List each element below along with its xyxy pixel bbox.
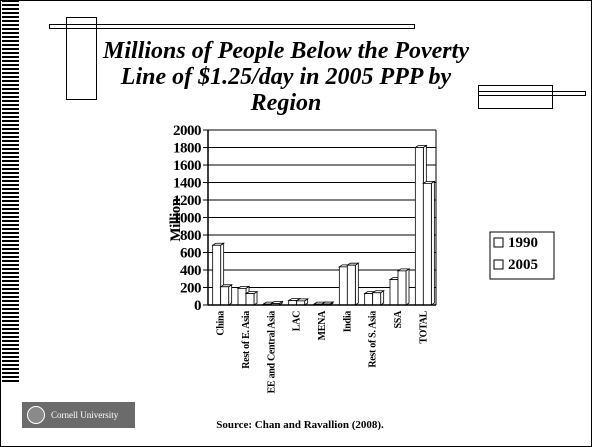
- bar-2005-total: [422, 182, 432, 306]
- bar-1990-rest-of-s-asia: [364, 293, 374, 306]
- logo-label: Cornell University: [51, 410, 119, 420]
- y-tick-label: 800: [180, 228, 201, 244]
- y-tick-label: 1600: [173, 158, 201, 174]
- x-category-label: Rest of E. Asia: [241, 311, 252, 369]
- bar-1990-rest-of-e-asia: [237, 287, 247, 306]
- university-seal-icon: [27, 406, 45, 424]
- bar-1990-total: [414, 147, 424, 306]
- legend-swatch-1990: [493, 237, 504, 248]
- chart-legend: 1990 2005: [489, 231, 555, 280]
- x-category-labels: China Rest of E. Asia EE and Central Asia L…: [216, 310, 430, 393]
- chart-bars: [211, 144, 436, 306]
- bar-2005-india: [346, 264, 356, 306]
- legend-label-1990: 1990: [508, 235, 538, 251]
- x-category-label: LAC: [292, 311, 303, 331]
- y-tick-label: 200: [180, 281, 201, 297]
- bar-2005-rest-of-e-asia: [245, 293, 255, 306]
- bar-side-2005: [228, 284, 233, 306]
- decor-rect-tall: [66, 17, 97, 100]
- source-note: Source: Chan and Ravallion (2008).: [216, 419, 384, 431]
- y-tick-label: 1800: [173, 141, 201, 157]
- x-category-label: EE and Central Asia: [266, 311, 277, 394]
- bar-1990-china: [212, 244, 222, 306]
- bar-2005-china: [220, 286, 230, 306]
- decor-line-top: [49, 24, 415, 29]
- slide-title: Millions of People Below the Poverty Lin…: [103, 38, 469, 116]
- striped-sidebar-decoration: [2, 0, 19, 383]
- x-category-label: India: [342, 311, 353, 333]
- bar-side-2005: [430, 180, 435, 306]
- y-tick-label: 400: [180, 263, 201, 279]
- bar-1990-india: [338, 266, 348, 306]
- bar-2005-ssa: [397, 270, 407, 306]
- decor-rect-small: [478, 85, 553, 109]
- y-tick-label: 1000: [173, 211, 201, 227]
- x-category-label: Rest of S. Asia: [368, 311, 379, 368]
- x-category-label: TOTAL: [418, 310, 429, 343]
- chart-axes: [203, 129, 437, 306]
- x-category-label: MENA: [317, 310, 328, 340]
- y-tick-label: 600: [180, 246, 201, 262]
- cornell-university-logo: Cornell University: [22, 402, 135, 428]
- bar-side-2005: [405, 268, 410, 306]
- bar-2005-rest-of-s-asia: [372, 292, 382, 306]
- y-tick-label: 0: [194, 298, 201, 314]
- legend-label-2005: 2005: [508, 257, 538, 273]
- x-category-label: China: [216, 311, 227, 336]
- y-tick-label: 2000: [173, 123, 201, 139]
- y-axis-title: Million: [168, 197, 184, 241]
- y-tick-label: 1200: [173, 193, 201, 209]
- x-category-label: SSA: [393, 310, 404, 329]
- y-tick-label: 1400: [173, 176, 201, 192]
- legend-box: [489, 231, 555, 280]
- legend-swatch-2005: [493, 259, 504, 270]
- bar-side-2005: [354, 262, 359, 306]
- bar-1990-ssa: [389, 279, 399, 306]
